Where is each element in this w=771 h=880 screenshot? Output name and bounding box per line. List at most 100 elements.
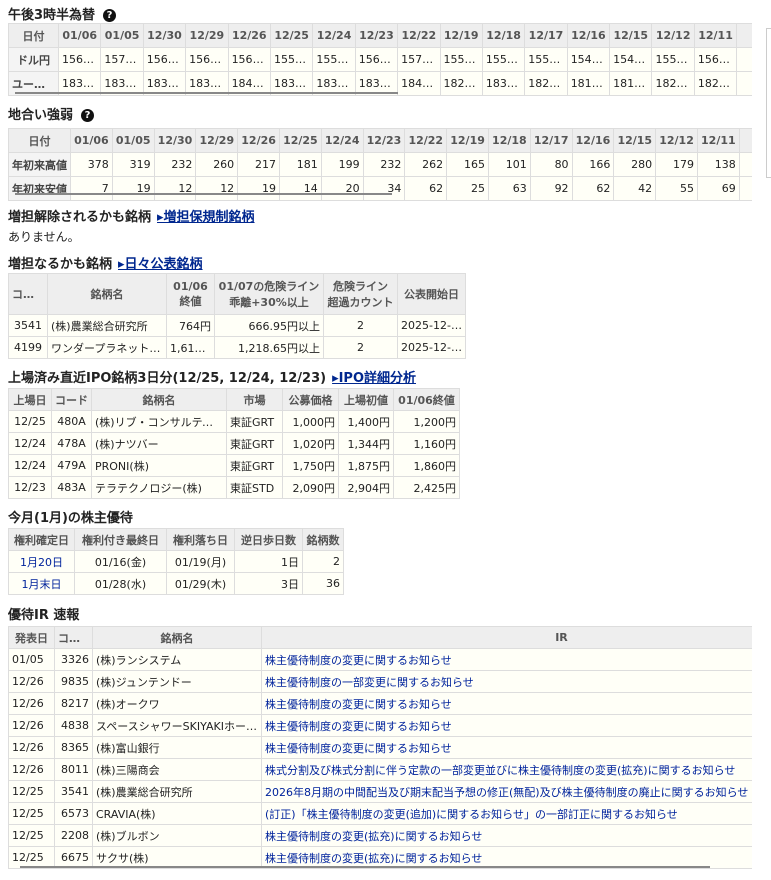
row-link[interactable]: 株主優待制度の変更(拡充)に関するお知らせ [265,829,483,843]
row-link[interactable]: 1月末日 [21,577,62,591]
value-cell: 319 [111,152,155,177]
header-row: 権利確定日 権利付き最終日 権利落ち日 逆日歩日数 銘柄数 [8,528,344,551]
row-link[interactable]: 株主優待制度の変更に関するお知らせ [265,741,452,755]
row-link[interactable]: 株式分割及び株式分割に伴う定款の一部変更並びに株主優待制度の変更(拡充)に関する… [265,763,736,777]
table-cell: 2,425円 [393,476,460,499]
date-header: 01/05 [111,128,155,153]
ipo-table: 上場日 コード 銘柄名 市場 公募価格 上場初値 01/06終値 12/25 480A (株)リブ… [8,388,460,499]
date-header: 12/19 [446,128,489,153]
strength-title: 地合い強弱? [8,104,95,123]
row-link[interactable]: 株主優待制度の一部変更に関するお知らせ [265,675,474,689]
table-cell: 東証GRT [226,432,283,455]
row-label: 年初来安値 [8,176,71,201]
header-cell: 01/07の危険ライン 乖離+30%以上 [214,273,324,315]
table-cell: 1,000円 [282,410,339,433]
help-icon[interactable]: ? [103,9,117,22]
value-cell: 157.11 [100,47,144,72]
table-cell: 1,860円 [393,454,460,477]
table-row: 12/25 3541 (株)農業総合研究所 2026年8月期の中間配当及び期末配当予想… [8,780,752,803]
table-row: 年初来高値 378 319 232 260 217 181 199 232 262 165 101 80… [8,152,752,177]
date-header: 12/24 [320,128,364,153]
table-cell: 01/29(木) [166,572,235,595]
row-link[interactable]: 株主優待制度の変更に関するお知らせ [265,697,452,711]
header-cell: 日付 [8,128,71,153]
date-header: 12/17 [529,128,573,153]
side-panel [766,28,771,178]
header-cell: 上場初値 [338,388,394,411]
value-cell: 156.03 [142,47,187,72]
table-cell: 6675 [54,846,93,869]
row-link[interactable]: 2026年8月期の中間配当及び期末配当予想の修正(無配)及び株主優待制度の廃止に… [265,785,749,799]
table-cell: 1,344円 [338,432,394,455]
table-cell: 1日 [234,550,303,573]
date-header: 01/05 [100,23,144,48]
table-cell: 12/25 [8,780,55,803]
fx-table: 日付 01/06 01/05 12/30 12/29 12/26 12/25 12/24 12/… [8,23,752,96]
table-row: 01/05 3326 (株)ランシステム 株主優待制度の変更に関するお知らせ [8,648,752,671]
table-cell: 12/26 [8,714,55,737]
table-cell: (株)リブ・コンサルティング [91,410,227,433]
header-cell: 逆日歩日数 [234,528,303,551]
fx-scrollbar[interactable] [15,92,398,94]
value-cell: 181.98 [566,71,611,96]
table-cell: 2 [323,314,398,337]
row-link[interactable]: 株主優待制度の変更に関するお知らせ [265,653,452,667]
header-cell: 銘柄数 [302,528,344,551]
table-cell: (株)農業総合研究所 [47,314,167,337]
ipo-table-container: 上場日 コード 銘柄名 市場 公募価格 上場初値 01/06終値 12/25 480A (株)リブ… [8,388,460,499]
table-cell: 4838 [54,714,93,737]
ir-table-container: 発表日 コード 銘柄名 IR 01/05 3326 (株)ランシステム 株主優待制度の変更に関… [8,626,752,880]
yutai-table-container: 権利確定日 権利付き最終日 権利落ち日 逆日歩日数 銘柄数 1月20日 01/16(金) 01… [8,528,344,595]
value-cell: 378 [70,152,113,177]
value-cell: 155.86 [481,47,526,72]
date-header: 12/11 [696,128,740,153]
table-cell: 1,160円 [393,432,460,455]
date-header: 12/12 [655,128,698,153]
table-row: 12/25 480A (株)リブ・コンサルティング 東証GRT 1,000円 1,400円… [8,410,460,433]
release-title-text: 増担解除されるかも銘柄 [8,210,152,225]
date-header: 12/15 [613,128,657,153]
table-cell: 01/19(月) [166,550,235,573]
table-cell: 株式分割及び株式分割に伴う定款の一部変更並びに株主優待制度の変更(拡充)に関する… [261,758,752,781]
value-cell: 156.04 [354,47,399,72]
table-cell: 12/25 [8,410,52,433]
table-cell: 12/25 [8,824,55,847]
value-cell: 183.75 [312,71,356,96]
row-label: ユーロ円 [8,71,59,96]
row-link[interactable]: 株主優待制度の変更に関するお知らせ [265,719,452,733]
header-cell: 市場 [226,388,283,411]
margin-title: 増担なるかも銘柄 ▸日々公表銘柄 [8,253,203,272]
table-cell: 12/25 [8,802,55,825]
header-cell: IR [261,626,752,649]
row-link[interactable]: 1月20日 [20,555,63,569]
table-cell: 株主優待制度の変更に関するお知らせ [261,648,752,671]
value-cell: 12 [153,176,197,201]
strength-scrollbar[interactable] [15,193,392,195]
table-cell: 2 [302,550,344,573]
help-icon[interactable]: ? [81,109,95,122]
header-cell: 権利付き最終日 [74,528,167,551]
fx-title: 午後3時半為替? [8,4,117,23]
table-cell: 株主優待制度の一部変更に関するお知らせ [261,670,752,693]
table-row: 12/26 4838 スペースシャワーSKIYAKIホー… 株主優待制度の変更に関する… [8,714,752,737]
date-header: 12/22 [404,128,448,153]
value-cell: 156.22 [227,47,271,72]
table-cell: 1,200円 [393,410,460,433]
margin-table: コード 銘柄名 01/06 終値 01/07の危険ライン 乖離+30%以上 危険ライン 超過カ… [8,273,466,359]
table-cell: 2,090円 [282,476,339,499]
date-header: 12/16 [571,128,615,153]
ir-scrollbar[interactable] [20,866,710,868]
margin-title-text: 増担なるかも銘柄 [8,257,113,272]
header-cell: コード [8,273,48,315]
margin-regulation-link[interactable]: ▸増担保規制銘柄 [157,210,255,225]
row-link[interactable]: 株主優待制度の変更(拡充)に関するお知らせ [265,851,483,865]
ipo-analysis-link[interactable]: ▸IPO詳細分析 [332,371,417,386]
value-cell: 183.72 [185,71,229,96]
value-cell: 63 [487,176,531,201]
header-row: 発表日 コード 銘柄名 IR [8,626,752,649]
table-cell: (株)富山銀行 [92,736,262,759]
fx-title-text: 午後3時半為替 [8,8,96,23]
header-cell: コード [54,626,93,649]
row-link[interactable]: (訂正)「株主優待制度の変更(追加)に関するお知らせ」の一部訂正に関するお知らせ [265,807,678,821]
daily-publication-link[interactable]: ▸日々公表銘柄 [118,257,203,272]
